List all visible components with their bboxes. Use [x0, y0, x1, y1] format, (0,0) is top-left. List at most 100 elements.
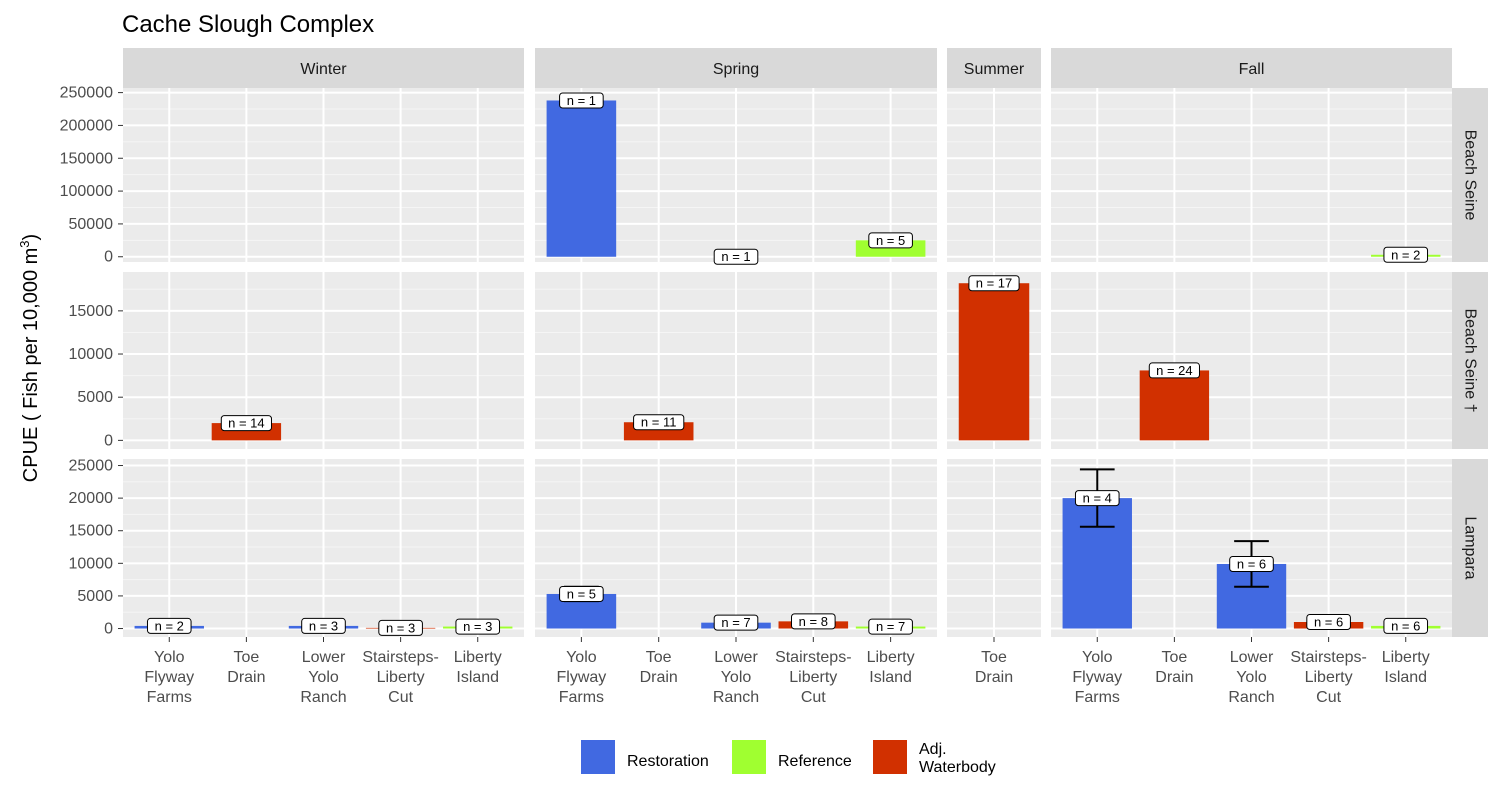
column-strip-label: Spring	[713, 61, 759, 78]
y-axis-beach-seine: 0 50000 100000 150000 200000 250000	[60, 85, 123, 266]
legend-label: Reference	[778, 753, 852, 770]
y-tick-label: 10000	[69, 555, 114, 572]
bar-group-lampara-spring-liberty-island: n = 7	[855, 618, 926, 635]
legend-item-reference: Reference	[732, 740, 852, 774]
x-axis-winter: Yolo Flyway Farms Toe Drain Lower Yolo Ranch Sta…	[144, 637, 502, 706]
bar-group-beach-seine-spring-liberty-island: n = 5	[855, 232, 926, 257]
x-tick-label: Yolo Flyway Farms	[1072, 649, 1122, 706]
bar-group-beach-seine-spring-toe-drain: n = 11	[623, 414, 694, 441]
bar-group-lampara-winter-liberty-island: n = 3	[443, 618, 513, 635]
n-label: n = 3	[463, 619, 492, 634]
y-axis-lampara: 0 5000 10000 15000 20000 25000	[69, 458, 123, 638]
n-label: n = 3	[386, 620, 415, 635]
bar-group-beach-seine-fall-toe-drain: n = 24	[1139, 362, 1210, 441]
x-axis-spring: Yolo Flyway Farms Toe Drain Lower Yolo Ranch Sta…	[556, 637, 915, 706]
bar	[546, 100, 617, 257]
bar-group-lampara-fall-lower-yolo-ranch: n = 6	[1216, 540, 1287, 629]
n-label-box	[1383, 617, 1429, 634]
row-strip-background	[1452, 88, 1488, 262]
bar-group-lampara-fall-stairsteps-liberty-cut: n = 6	[1293, 614, 1364, 631]
x-tick-label: Stairsteps-Liberty Cut	[1290, 649, 1366, 706]
panel-lampara-winter	[123, 459, 524, 637]
y-tick-label: 15000	[69, 523, 114, 540]
n-label: n = 4	[1083, 491, 1112, 506]
n-label-box	[455, 618, 501, 635]
y-tick-label: 5000	[77, 588, 113, 605]
n-label: n = 8	[799, 614, 828, 629]
legend-label: Restoration	[627, 753, 709, 770]
n-label: n = 2	[1391, 247, 1420, 262]
x-tick-label: Toe Drain	[975, 649, 1013, 686]
x-tick-label: Liberty Island	[1382, 649, 1430, 686]
panel-lampara-summer	[947, 459, 1041, 637]
panel-beach-seine-fall	[1051, 272, 1452, 449]
y-tick-label: 100000	[60, 183, 113, 200]
row-strip-label: Beach Seine	[1462, 130, 1479, 221]
n-label: n = 1	[567, 93, 596, 108]
n-label-box	[1229, 555, 1274, 572]
bar-group-lampara-spring-yolo-flyway-farms: n = 5	[546, 585, 617, 629]
y-tick-label: 25000	[69, 458, 114, 475]
n-label: n = 24	[1156, 363, 1193, 378]
row-strip-beach-seine: Beach Seine †	[1452, 272, 1488, 449]
n-label-box	[868, 232, 913, 249]
column-strip-background	[123, 48, 524, 88]
n-label: n = 17	[976, 276, 1013, 291]
column-strip-background	[1051, 48, 1452, 88]
y-tick-label: 50000	[69, 216, 114, 233]
bar-group-lampara-winter-lower-yolo-ranch: n = 3	[288, 617, 359, 634]
n-label-box	[378, 619, 423, 636]
column-strip-background	[535, 48, 937, 88]
y-tick-label: 15000	[69, 303, 114, 320]
row-strip-background	[1452, 272, 1488, 449]
n-label: n = 11	[641, 415, 677, 430]
n-label: n = 3	[309, 618, 338, 633]
bar-group-beach-seine-summer-toe-drain: n = 17	[958, 275, 1030, 441]
x-tick-label: Toe Drain	[640, 649, 678, 686]
x-tick-label: Yolo Flyway Farms	[556, 649, 606, 706]
y-tick-label: 5000	[77, 389, 113, 406]
bar-group-beach-seine-spring-yolo-flyway-farms: n = 1	[546, 92, 617, 257]
bar-group-lampara-winter-yolo-flyway-farms: n = 2	[134, 617, 204, 634]
panel-beach-seine-winter	[123, 272, 524, 449]
x-tick-label: Liberty Island	[454, 649, 502, 686]
column-strip-summer: Summer	[947, 48, 1041, 88]
n-label-box	[868, 618, 913, 635]
x-axis-fall: Yolo Flyway Farms Toe Drain Lower Yolo Ranch Sta…	[1072, 637, 1430, 706]
y-axis-title-close: )	[20, 234, 42, 241]
panel-beach-seine-spring	[535, 272, 937, 449]
column-strip-fall: Fall	[1051, 48, 1452, 88]
bar-group-lampara-spring-stairsteps-liberty-cut: n = 8	[778, 613, 849, 630]
bar-group-beach-seine-fall-liberty-island: n = 2	[1371, 246, 1441, 263]
y-tick-label: 20000	[69, 490, 114, 507]
row-strip-beach-seine: Beach Seine	[1452, 88, 1488, 262]
n-label: n = 7	[721, 615, 750, 630]
n-label: n = 1	[721, 249, 750, 264]
bar-group-lampara-fall-liberty-island: n = 6	[1371, 617, 1441, 634]
n-label-box	[146, 617, 192, 634]
y-tick-label: 150000	[60, 150, 113, 167]
legend: Restoration Reference Adj. Waterbody	[581, 740, 996, 776]
bar-group-lampara-winter-stairsteps-liberty-cut: n = 3	[365, 619, 436, 636]
x-tick-label: Yolo Flyway Farms	[144, 649, 194, 706]
n-label-box	[713, 614, 759, 631]
n-label-box	[220, 415, 272, 432]
n-label-box	[301, 617, 346, 634]
n-label: n = 6	[1314, 615, 1343, 630]
panel-beach-seine-fall	[1051, 88, 1452, 262]
y-axis-title-text: CPUE ( Fish per 10,000 m	[20, 248, 42, 483]
y-tick-label: 200000	[60, 117, 113, 134]
legend-item-adj-waterbody: Adj. Waterbody	[873, 740, 996, 776]
column-strip-label: Summer	[964, 61, 1025, 78]
bar	[1139, 370, 1210, 441]
y-axis-beach-seine: 0 5000 10000 15000	[69, 303, 123, 449]
bar-group-lampara-spring-lower-yolo-ranch: n = 7	[701, 614, 771, 631]
y-tick-label: 0	[104, 432, 113, 449]
y-tick-label: 0	[104, 249, 113, 266]
n-label-box	[559, 585, 604, 602]
column-strip-winter: Winter	[123, 48, 524, 88]
y-tick-label: 250000	[60, 85, 113, 102]
column-strip-label: Winter	[300, 61, 347, 78]
n-label-box	[1383, 246, 1429, 263]
x-tick-label: Stairsteps-Liberty Cut	[775, 649, 851, 706]
